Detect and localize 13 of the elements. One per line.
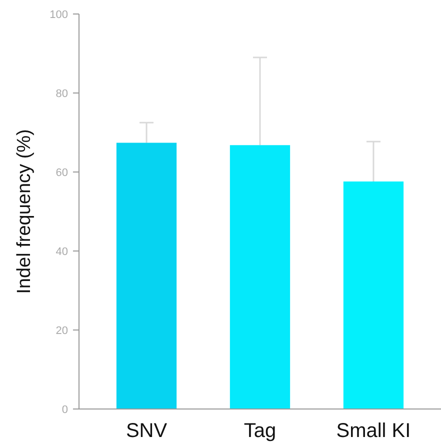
y-axis-title: Indel frequency (%)	[14, 129, 35, 294]
y-tick-label: 80	[56, 88, 68, 100]
y-tick-label: 40	[56, 246, 68, 258]
bar	[343, 181, 404, 409]
y-tick-label: 100	[50, 8, 68, 21]
x-tick-label: SNV	[126, 420, 168, 442]
x-tick-label: Small KI	[336, 420, 411, 442]
bar	[230, 145, 290, 409]
y-tick-label: 60	[56, 166, 68, 179]
x-tick-label: Tag	[244, 420, 276, 442]
y-tick-label: 0	[62, 404, 68, 416]
bar	[116, 142, 177, 409]
y-tick-label: 20	[56, 324, 68, 337]
